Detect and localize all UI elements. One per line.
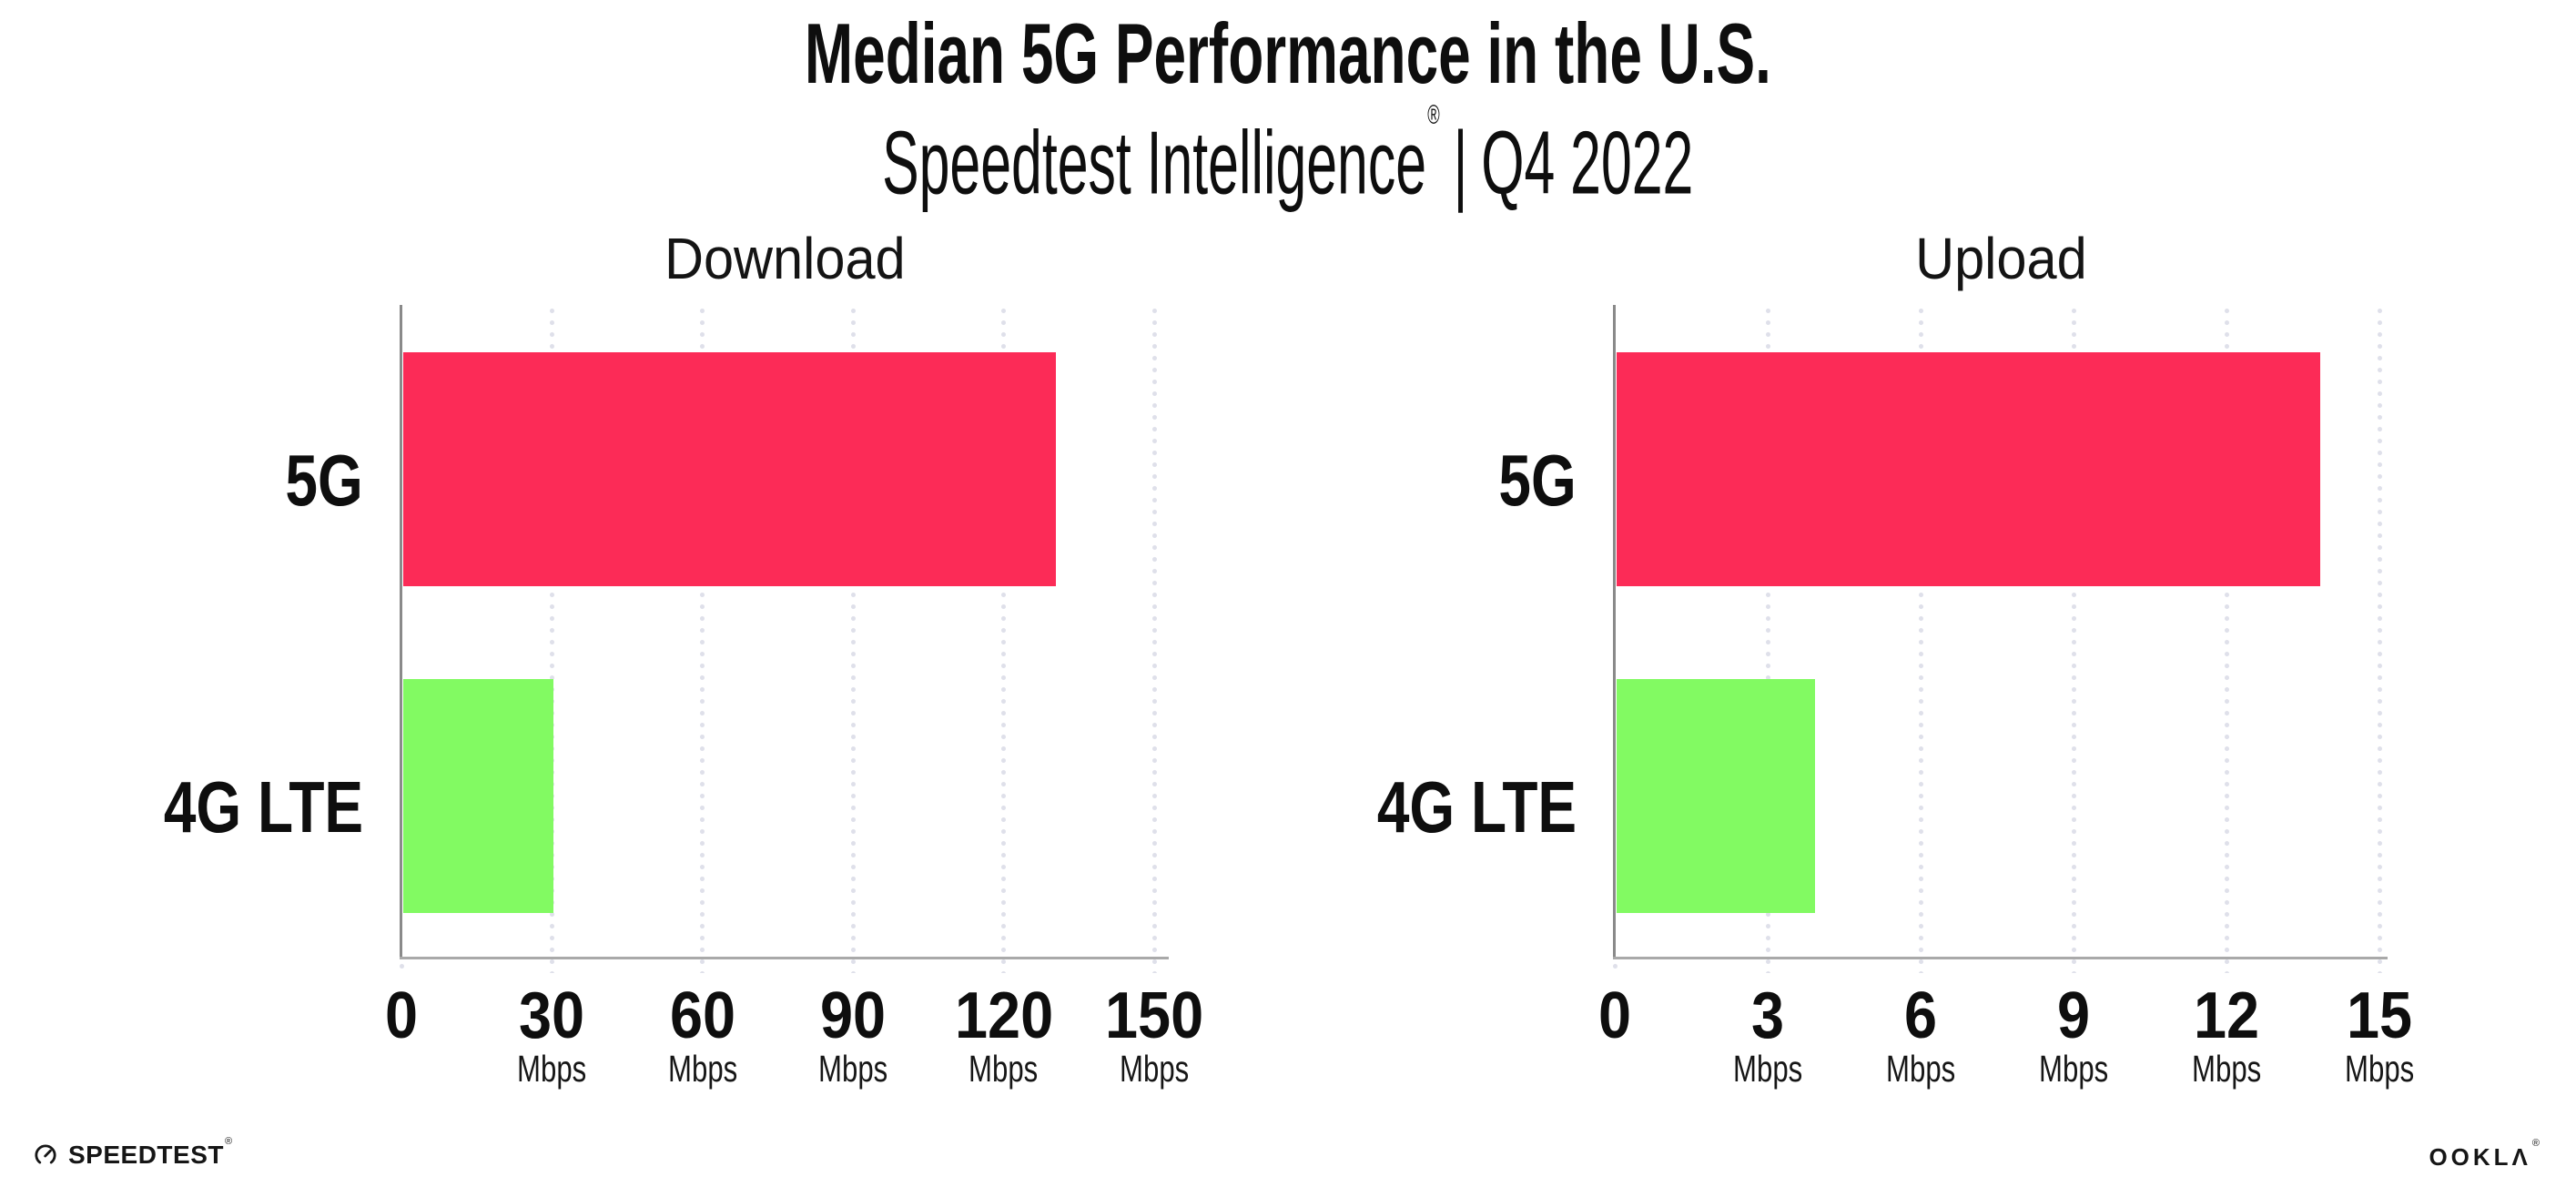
gridline xyxy=(700,305,705,973)
chart-title: Upload xyxy=(1914,226,2087,291)
x-tick-unit-label: Mbps xyxy=(2038,1048,2109,1090)
x-tick-unit-label: Mbps xyxy=(818,1048,888,1090)
x-tick-label: 15 xyxy=(2346,979,2413,1052)
gridline xyxy=(2224,305,2229,973)
x-tick-unit-label: Mbps xyxy=(1732,1048,1803,1090)
chart-title: Download xyxy=(664,226,906,291)
x-tick-label: 0 xyxy=(384,979,419,1052)
bar-4g-lte xyxy=(1617,679,1816,913)
x-tick-unit-label: Mbps xyxy=(2344,1048,2415,1090)
x-tick-label: 6 xyxy=(1903,979,1938,1052)
download-chart: Download 0 30 Mbps 60 Mbps 90 Mbps 120 Mbps 150 Mbp… xyxy=(164,227,1203,1089)
y-axis-line xyxy=(400,305,402,959)
x-tick-label: 150 xyxy=(1104,979,1204,1052)
figure-title: Median 5G Performance in the U.S. xyxy=(0,9,2576,98)
gridline xyxy=(1001,305,1007,973)
gridline xyxy=(2377,305,2382,973)
axis-tick-zero xyxy=(399,960,404,973)
x-tick-unit-label: Mbps xyxy=(1885,1048,1956,1090)
x-tick-label: 120 xyxy=(954,979,1053,1052)
x-tick-label: 3 xyxy=(1750,979,1785,1052)
gridline xyxy=(1765,305,1770,973)
speedtest-registered-mark: ® xyxy=(224,1135,233,1147)
gridline xyxy=(2071,305,2076,973)
speedtest-wordmark: SPEEDTEST® xyxy=(68,1135,233,1169)
x-axis-line xyxy=(400,957,1169,959)
category-label-5g: 5G xyxy=(1498,440,1577,521)
figure-title-text: Median 5G Performance in the U.S. xyxy=(804,5,1772,101)
x-tick-unit-label: Mbps xyxy=(667,1048,737,1090)
subtitle-brand: Speedtest Intelligence xyxy=(882,112,1427,213)
x-tick-label: 30 xyxy=(519,979,585,1052)
bar-4g-lte xyxy=(403,679,554,913)
x-tick-label: 0 xyxy=(1597,979,1632,1052)
subtitle-separator: | xyxy=(1453,112,1468,213)
x-tick-label: 90 xyxy=(820,979,887,1052)
figure-subtitle: Speedtest Intelligence® | Q4 2022 xyxy=(0,100,2576,213)
ookla-logo: OOKLΛ® xyxy=(2429,1138,2543,1172)
speedtest-logo: SPEEDTEST® xyxy=(33,1136,233,1174)
registered-mark: ® xyxy=(1427,100,1440,131)
gridline xyxy=(549,305,554,973)
x-tick-unit-label: Mbps xyxy=(1119,1048,1190,1090)
x-tick-label: 60 xyxy=(669,979,735,1052)
x-tick-label: 12 xyxy=(2193,979,2260,1052)
x-tick-unit-label: Mbps xyxy=(2191,1048,2262,1090)
gridline xyxy=(1918,305,1923,973)
y-axis-line xyxy=(1613,305,1616,959)
x-tick-unit-label: Mbps xyxy=(969,1048,1039,1090)
axis-tick-zero xyxy=(1612,960,1618,973)
bar-5g xyxy=(403,352,1056,586)
category-label-4g-lte: 4G LTE xyxy=(1376,766,1577,847)
category-label-5g: 5G xyxy=(285,440,363,521)
ookla-wordmark: OOKLΛ xyxy=(2429,1143,2531,1171)
x-axis-line xyxy=(1613,957,2388,959)
gridline xyxy=(850,305,856,973)
x-tick-label: 9 xyxy=(2056,979,2091,1052)
upload-chart: Upload 0 3 Mbps 6 Mbps 9 Mbps 12 Mbps 15 Mbps 5G 4G L… xyxy=(1377,227,2414,1089)
x-tick-unit-label: Mbps xyxy=(517,1048,587,1090)
speedtest-gauge-icon xyxy=(35,1144,56,1164)
gridline xyxy=(1151,305,1157,973)
ookla-registered-mark: ® xyxy=(2531,1138,2543,1150)
subtitle-period: Q4 2022 xyxy=(1481,112,1694,213)
category-label-4g-lte: 4G LTE xyxy=(163,766,363,847)
bar-5g xyxy=(1617,352,2320,586)
